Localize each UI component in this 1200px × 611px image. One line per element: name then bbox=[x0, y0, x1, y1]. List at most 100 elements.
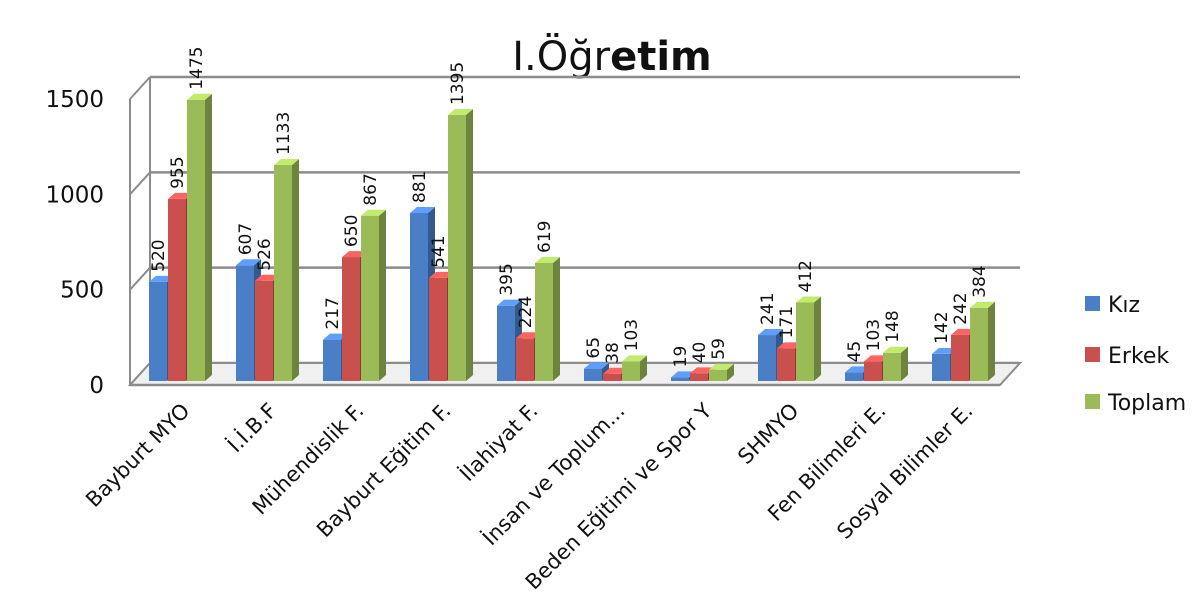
bar bbox=[883, 346, 908, 381]
bar-front bbox=[622, 361, 640, 381]
bar-side bbox=[205, 93, 212, 382]
data-label: 526 bbox=[255, 238, 275, 270]
bar-front bbox=[603, 373, 621, 381]
x-tick-label: İlahiyat F. bbox=[454, 398, 542, 486]
bar-front bbox=[671, 377, 689, 381]
data-label: 650 bbox=[342, 215, 362, 247]
bar bbox=[187, 93, 212, 382]
bar-front bbox=[429, 277, 447, 381]
bar-side bbox=[988, 301, 995, 381]
bar-front bbox=[777, 348, 795, 381]
bar-top bbox=[864, 355, 889, 362]
data-label: 224 bbox=[516, 296, 536, 328]
bar-top bbox=[497, 299, 522, 306]
bar-front bbox=[342, 257, 360, 381]
data-label: 1133 bbox=[274, 112, 294, 155]
bar bbox=[796, 296, 821, 381]
data-label: 867 bbox=[361, 173, 381, 205]
bar-front bbox=[796, 302, 814, 381]
bar-top bbox=[274, 158, 299, 165]
x-tick-label: İnsan ve Toplum... bbox=[477, 398, 629, 550]
bar-top bbox=[535, 256, 560, 263]
data-label: 142 bbox=[932, 311, 952, 343]
data-label: 59 bbox=[709, 338, 729, 360]
gridline-side-1 bbox=[129, 266, 151, 291]
bar-side bbox=[727, 363, 734, 381]
chart-title: I.Öğretim bbox=[512, 32, 711, 80]
legend-label: Kız bbox=[1108, 293, 1140, 318]
data-label: 384 bbox=[970, 265, 990, 297]
bar-top bbox=[255, 274, 280, 281]
bar bbox=[709, 363, 734, 381]
gridline-side-3 bbox=[129, 76, 151, 100]
legend-swatch bbox=[1085, 347, 1100, 362]
bar bbox=[361, 209, 386, 381]
bar-front bbox=[951, 334, 969, 381]
bar-front bbox=[149, 281, 167, 381]
legend-label: Toplam bbox=[1107, 391, 1186, 416]
legend-item: Toplam bbox=[1085, 391, 1186, 416]
legend-label: Erkek bbox=[1108, 344, 1169, 369]
bar bbox=[448, 109, 473, 382]
legend-item: Kız bbox=[1085, 293, 1140, 318]
gridline-side-2 bbox=[129, 171, 151, 196]
legend-item: Erkek bbox=[1085, 344, 1169, 369]
bar-front bbox=[883, 352, 901, 381]
x-tick-label: Beden Eğitimi ve Spor Y bbox=[521, 398, 717, 594]
y-axis-labels: 0 500 1000 1500 bbox=[45, 87, 104, 399]
data-label: 881 bbox=[410, 171, 430, 203]
bar-side bbox=[466, 109, 473, 382]
bar-top bbox=[932, 347, 957, 354]
bar-top bbox=[796, 296, 821, 303]
data-label: 1475 bbox=[187, 47, 207, 90]
bar-top bbox=[671, 371, 696, 378]
bar bbox=[970, 301, 995, 381]
bar-top bbox=[410, 207, 435, 214]
bar bbox=[622, 355, 647, 381]
legend: Kız Erkek Toplam bbox=[1085, 293, 1186, 416]
legend-swatch bbox=[1085, 394, 1100, 409]
bar-top bbox=[342, 251, 367, 258]
bar-side bbox=[379, 209, 386, 381]
y-tick-label: 0 bbox=[89, 373, 104, 399]
data-label: 38 bbox=[603, 342, 623, 364]
bar-top bbox=[429, 271, 454, 278]
bar-front bbox=[970, 307, 988, 381]
chart-title-part-1: I.Öğr bbox=[512, 32, 610, 80]
bar-front bbox=[516, 338, 534, 381]
data-label: 103 bbox=[864, 319, 884, 351]
bar bbox=[274, 158, 299, 381]
bar-side bbox=[640, 355, 647, 381]
data-label: 171 bbox=[777, 306, 797, 338]
bar bbox=[535, 256, 560, 381]
data-label: 242 bbox=[951, 292, 971, 324]
data-label: 217 bbox=[323, 297, 343, 329]
bar-front bbox=[236, 265, 254, 381]
data-label: 412 bbox=[796, 260, 816, 292]
data-label: 607 bbox=[236, 223, 256, 255]
bar-top bbox=[187, 93, 212, 100]
bar-front bbox=[758, 335, 776, 381]
bars bbox=[149, 93, 995, 382]
bar-front bbox=[410, 213, 428, 381]
bar-top bbox=[516, 332, 541, 339]
legend-swatch bbox=[1085, 296, 1100, 311]
bar-front bbox=[845, 372, 863, 381]
bar-front bbox=[690, 373, 708, 381]
x-tick-label: SHMYO bbox=[733, 399, 803, 469]
data-label: 241 bbox=[758, 293, 778, 325]
bar-front bbox=[187, 99, 205, 382]
bar-front bbox=[274, 164, 292, 381]
bar-top bbox=[758, 329, 783, 336]
y-tick-label: 500 bbox=[60, 278, 104, 304]
data-label: 541 bbox=[429, 235, 449, 267]
bar-top bbox=[448, 109, 473, 116]
bar-side bbox=[553, 256, 560, 381]
data-label: 955 bbox=[168, 156, 188, 188]
data-label: 520 bbox=[149, 239, 169, 271]
bar-top bbox=[584, 362, 609, 369]
bar-top bbox=[361, 209, 386, 216]
data-label: 395 bbox=[497, 263, 517, 295]
